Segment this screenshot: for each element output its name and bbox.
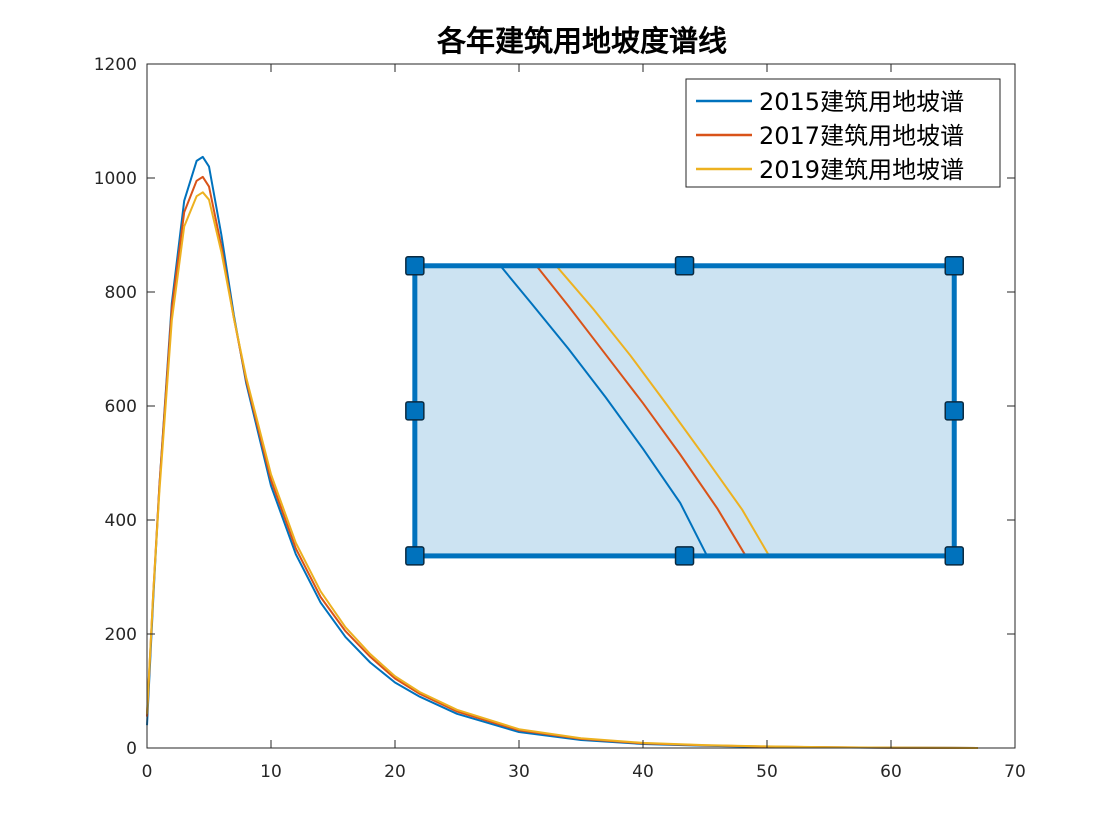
zoom-box-fill — [414, 265, 955, 556]
y-tick-label: 600 — [105, 397, 137, 417]
y-tick-label: 1000 — [94, 169, 137, 189]
x-tick-label: 30 — [508, 762, 530, 782]
axis-ticks: 0 10 20 30 40 50 60 70 0 200 400 600 800 1000 1200 — [94, 55, 1026, 782]
resize-handle-top-right[interactable] — [944, 256, 964, 276]
legend-label: 2017建筑用地坡谱 — [759, 122, 964, 150]
zoom-series-line-2 — [535, 265, 746, 555]
zoom-series-line-1 — [499, 265, 708, 555]
y-tick-label: 1200 — [94, 55, 137, 75]
y-tick-label: 400 — [105, 511, 137, 531]
resize-handle-bottom-left[interactable] — [405, 546, 425, 566]
y-tick-label: 200 — [105, 625, 137, 645]
y-tick-label: 800 — [105, 283, 137, 303]
zoom-box-group[interactable] — [405, 256, 964, 566]
plot-area — [146, 155, 978, 749]
legend[interactable]: 2015建筑用地坡谱 2017建筑用地坡谱 2019建筑用地坡谱 — [685, 78, 1001, 188]
chart-title: 各年建筑用地坡度谱线 — [436, 24, 727, 58]
x-tick-label: 0 — [142, 762, 153, 782]
resize-handle-middle-right[interactable] — [944, 401, 964, 421]
x-tick-label: 50 — [756, 762, 778, 782]
series-line-3 — [146, 191, 978, 749]
legend-label: 2015建筑用地坡谱 — [759, 88, 964, 116]
resize-handle-top-left[interactable] — [405, 256, 425, 276]
x-tick-label: 60 — [880, 762, 902, 782]
resize-handle-bottom-center[interactable] — [674, 546, 695, 566]
resize-handle-bottom-right[interactable] — [944, 546, 964, 566]
resize-handle-middle-left[interactable] — [405, 401, 425, 421]
x-tick-label: 10 — [260, 762, 282, 782]
x-tick-label: 40 — [632, 762, 654, 782]
zoom-series-line-3 — [555, 265, 770, 555]
resize-handle-top-center[interactable] — [674, 256, 695, 276]
x-tick-label: 70 — [1004, 762, 1026, 782]
x-tick-label: 20 — [384, 762, 406, 782]
y-tick-label: 0 — [126, 739, 137, 759]
legend-label: 2019建筑用地坡谱 — [759, 156, 964, 184]
